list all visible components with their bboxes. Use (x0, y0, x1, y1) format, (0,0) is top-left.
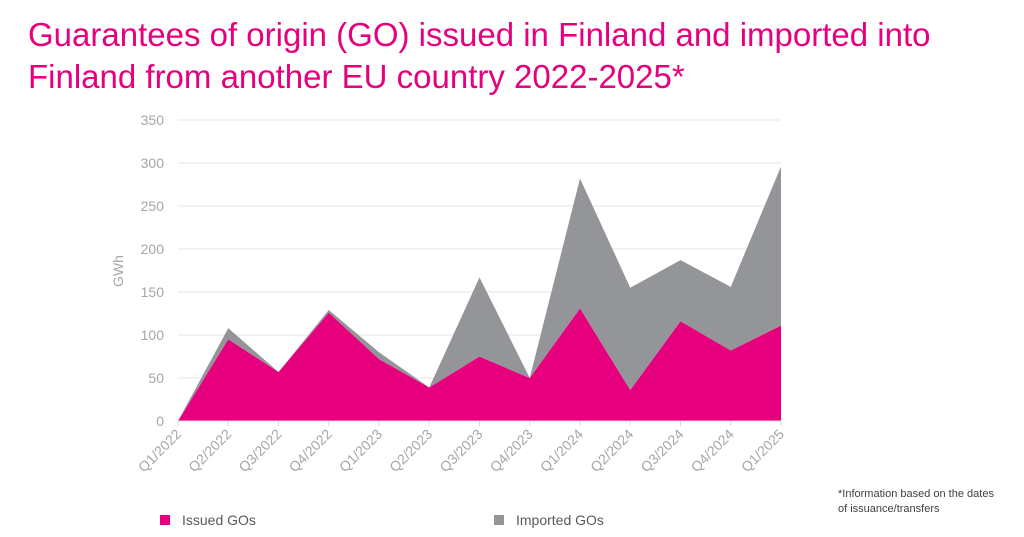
x-tick-label: Q1/2022 (135, 426, 184, 475)
y-tick-label: 300 (141, 155, 165, 171)
legend-swatch-issued (160, 515, 170, 525)
y-tick-label: 50 (148, 370, 164, 386)
x-tick-label: Q3/2023 (436, 426, 485, 475)
x-tick-label: Q1/2024 (537, 426, 586, 475)
x-tick-label: Q2/2022 (185, 426, 234, 475)
x-tick-label: Q1/2023 (336, 426, 385, 475)
area-series-imported (178, 166, 781, 421)
area-series-issued (178, 308, 781, 421)
x-tick-label: Q2/2023 (386, 426, 435, 475)
legend-item-issued: Issued GOs (160, 512, 256, 528)
x-tick-label: Q3/2024 (637, 426, 686, 475)
y-tick-label: 350 (141, 112, 165, 128)
x-tick-label: Q4/2024 (688, 426, 737, 475)
x-tick-label: Q2/2024 (587, 426, 636, 475)
y-tick-label: 0 (156, 413, 164, 429)
legend-label-issued: Issued GOs (182, 512, 256, 528)
x-tick-label: Q4/2023 (487, 426, 536, 475)
legend-swatch-imported (494, 515, 504, 525)
legend-item-imported: Imported GOs (494, 512, 604, 528)
x-tick-label: Q3/2022 (235, 426, 284, 475)
chart-title: Guarantees of origin (GO) issued in Finl… (28, 16, 931, 95)
y-axis-label: GWh (110, 255, 126, 287)
y-tick-label: 100 (141, 327, 165, 343)
x-tick-label: Q4/2022 (286, 426, 335, 475)
legend-label-imported: Imported GOs (516, 512, 604, 528)
y-tick-label: 200 (141, 241, 165, 257)
footnote: *Information based on the dates of issua… (838, 488, 994, 515)
y-tick-label: 250 (141, 198, 165, 214)
x-tick-label: Q1/2025 (738, 426, 787, 475)
y-tick-label: 150 (141, 284, 165, 300)
